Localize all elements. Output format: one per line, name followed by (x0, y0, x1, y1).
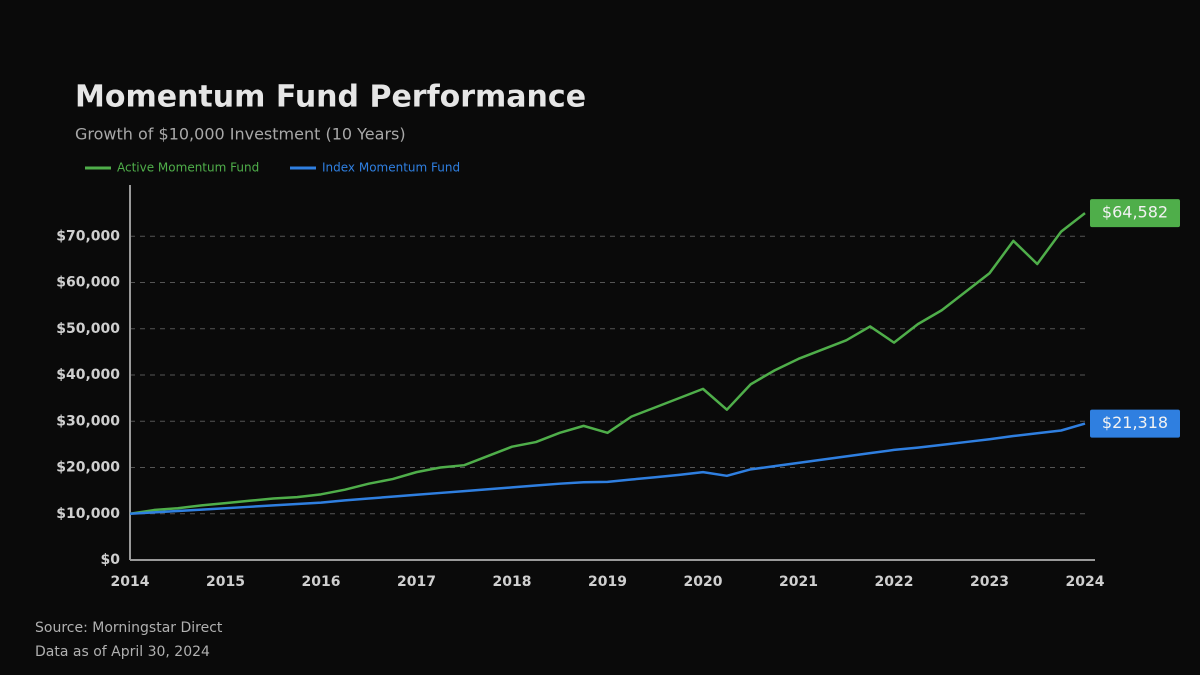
chart-subtitle: Growth of $10,000 Investment (10 Years) (75, 125, 406, 144)
y-tick-label: $60,000 (56, 275, 120, 291)
y-tick-label: $20,000 (56, 460, 120, 476)
series-line (129, 212, 1086, 515)
y-tick-label: $0 (101, 552, 121, 568)
legend-label: Active Momentum Fund (117, 161, 259, 175)
end-label: $21,318 (1102, 413, 1168, 432)
x-tick-label: 2022 (875, 574, 914, 590)
x-tick-label: 2015 (206, 574, 245, 590)
end-label: $64,582 (1102, 203, 1168, 222)
x-tick-label: 2024 (1066, 574, 1105, 590)
x-tick-label: 2016 (302, 574, 341, 590)
source: Source: Morningstar Direct (35, 620, 223, 636)
x-tick-label: 2023 (970, 574, 1009, 590)
series-line (129, 422, 1086, 515)
end-label-box (1090, 409, 1180, 438)
note: Data as of April 30, 2024 (35, 644, 210, 660)
x-tick-label: 2017 (397, 574, 436, 590)
x-tick-label: 2018 (493, 574, 532, 590)
end-label-box (1090, 199, 1180, 228)
y-tick-label: $70,000 (56, 228, 120, 244)
chart-title: Momentum Fund Performance (75, 80, 586, 115)
x-tick-label: 2021 (779, 574, 818, 590)
y-tick-label: $40,000 (56, 367, 120, 383)
legend-label: Index Momentum Fund (322, 161, 460, 175)
x-tick-label: 2019 (588, 574, 627, 590)
y-tick-label: $50,000 (56, 321, 120, 337)
y-tick-label: $10,000 (56, 506, 120, 522)
x-tick-label: 2020 (684, 574, 723, 590)
x-tick-label: 2014 (111, 574, 150, 590)
y-tick-label: $30,000 (56, 413, 120, 429)
